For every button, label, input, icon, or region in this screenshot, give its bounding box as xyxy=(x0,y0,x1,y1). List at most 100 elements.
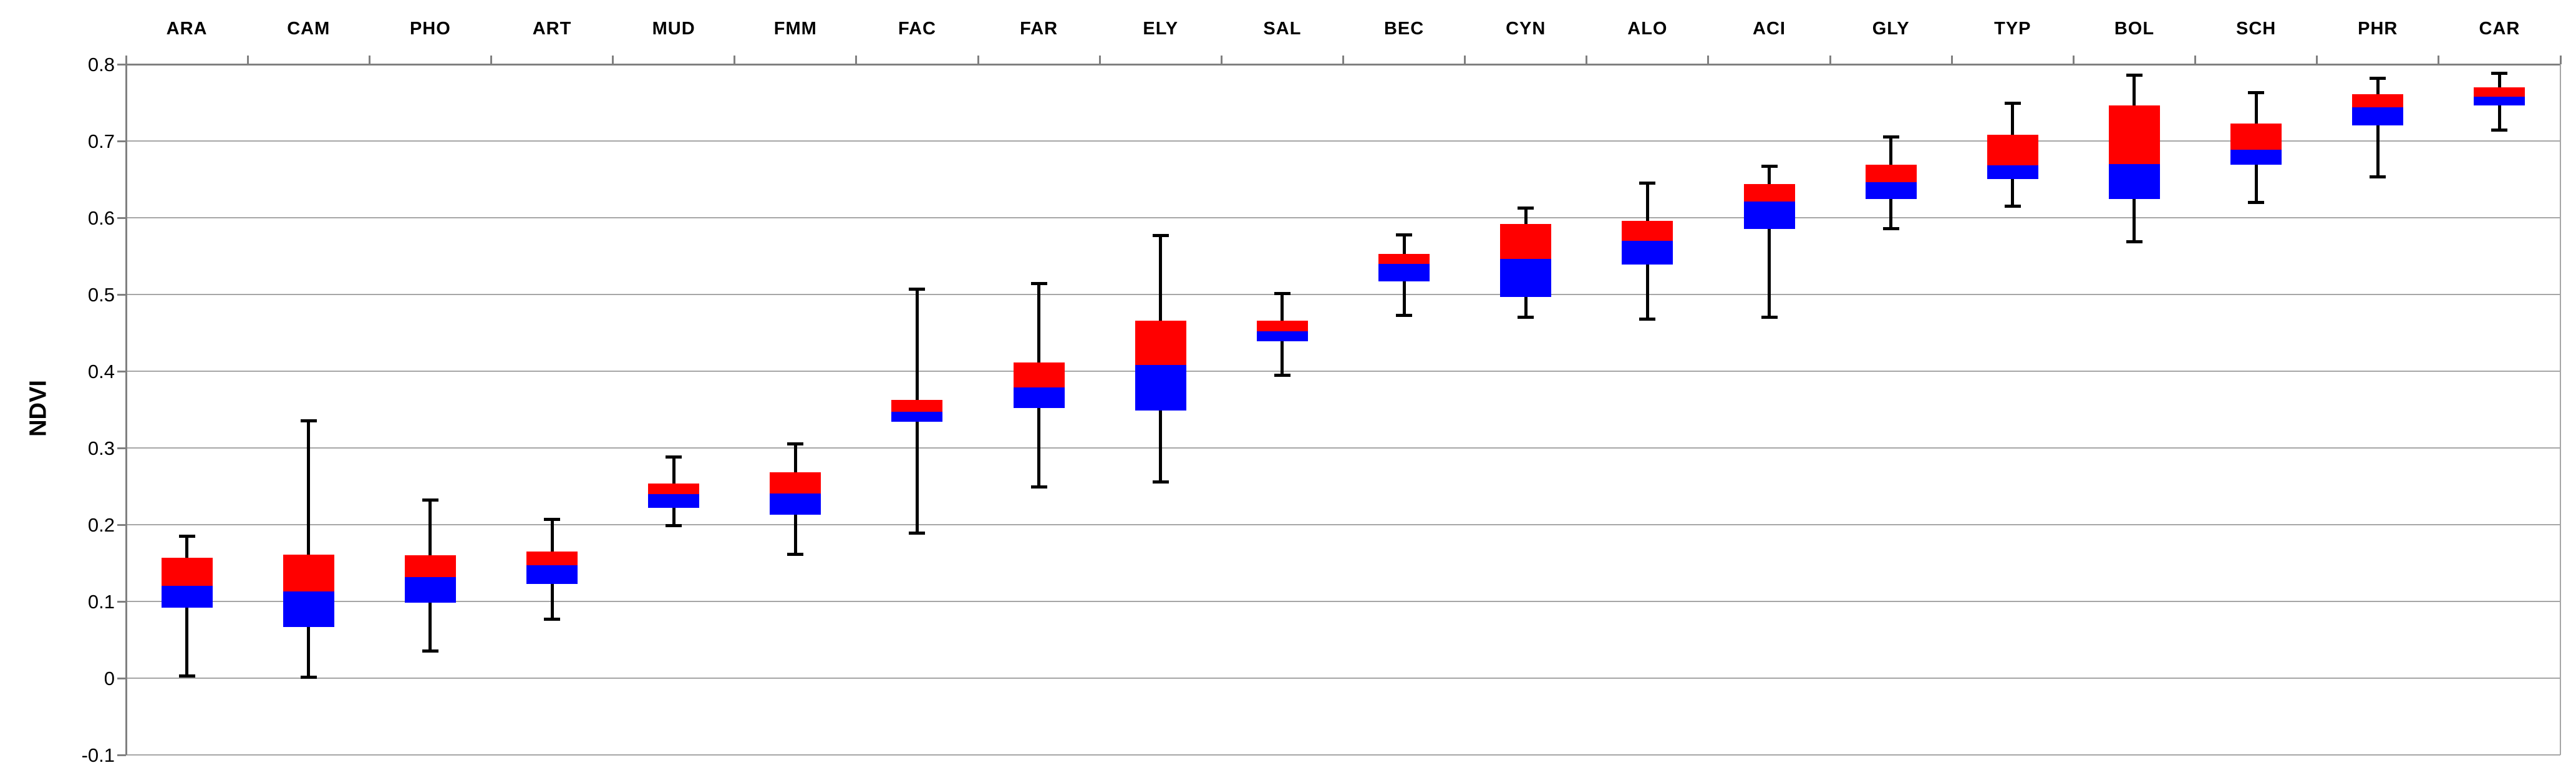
y-tick-label: -0.1 xyxy=(81,744,115,766)
box-lower-median-q1 xyxy=(526,565,578,584)
y-axis-tick xyxy=(117,293,126,296)
box-upper-q3-median xyxy=(770,472,821,493)
whisker-cap-top xyxy=(1761,165,1778,168)
whisker-cap-top xyxy=(787,442,804,446)
y-axis-tick xyxy=(117,523,126,526)
whisker-cap-bottom xyxy=(2004,205,2021,208)
box-lower-median-q1 xyxy=(2352,107,2404,126)
y-axis-tick xyxy=(117,63,126,66)
box-upper-q3-median xyxy=(1013,362,1065,387)
box-lower-median-q1 xyxy=(891,412,943,422)
box-upper-q3-median xyxy=(526,552,578,566)
category-label: FAC xyxy=(898,19,936,39)
box-upper-q3-median xyxy=(1622,220,1673,241)
whisker-cap-top xyxy=(2370,76,2386,80)
category-boundary-tick xyxy=(612,56,614,64)
category-boundary-tick xyxy=(855,56,858,64)
whisker-cap-top xyxy=(1639,182,1656,185)
category-label: PHR xyxy=(2358,19,2398,39)
whisker-cap-top xyxy=(422,498,438,502)
box-lower-median-q1 xyxy=(1135,365,1186,411)
box-whisker-line xyxy=(1768,166,1771,318)
y-tick-label: 0.7 xyxy=(87,130,115,152)
y-axis-tick xyxy=(117,600,126,603)
box-lower-median-q1 xyxy=(648,493,700,508)
category-label: ELY xyxy=(1143,19,1179,39)
box-upper-q3-median xyxy=(648,483,700,494)
box-lower-median-q1 xyxy=(404,576,456,603)
whisker-cap-top xyxy=(1274,292,1290,296)
box-upper-q3-median xyxy=(1135,320,1186,366)
category-boundary-tick xyxy=(1098,56,1101,64)
y-tick-label: 0 xyxy=(104,667,115,689)
category-label: GLY xyxy=(1872,19,1910,39)
y-tick-label: 0.5 xyxy=(87,283,115,306)
whisker-cap-bottom xyxy=(300,676,317,679)
box-lower-median-q1 xyxy=(1256,331,1308,342)
category-boundary-tick xyxy=(2072,56,2075,64)
y-tick-label: 0.8 xyxy=(87,53,115,75)
whisker-cap-top xyxy=(1518,206,1534,210)
box-lower-median-q1 xyxy=(1500,259,1552,297)
gridline xyxy=(126,754,2560,756)
category-label: ART xyxy=(532,19,572,39)
whisker-cap-top xyxy=(1396,233,1413,236)
category-boundary-tick xyxy=(2194,56,2197,64)
box-upper-q3-median xyxy=(891,399,943,412)
box-upper-q3-median xyxy=(1743,183,1795,202)
whisker-cap-bottom xyxy=(2370,175,2386,179)
whisker-cap-top xyxy=(2126,73,2143,77)
category-label: CAM xyxy=(287,19,331,39)
category-label: SAL xyxy=(1263,19,1302,39)
category-boundary-tick xyxy=(2438,56,2440,64)
box-upper-q3-median xyxy=(1500,223,1552,260)
box-whisker-line xyxy=(2376,78,2380,177)
box-lower-median-q1 xyxy=(1013,387,1065,409)
whisker-cap-top xyxy=(666,455,682,459)
y-axis-tick xyxy=(117,216,126,219)
category-label: CYN xyxy=(1506,19,1546,39)
box-upper-q3-median xyxy=(1378,253,1430,264)
y-axis-line xyxy=(125,64,127,755)
box-upper-q3-median xyxy=(1865,165,1917,183)
whisker-cap-bottom xyxy=(1152,480,1169,484)
box-upper-q3-median xyxy=(161,557,213,586)
box-upper-q3-median xyxy=(2230,123,2282,150)
whisker-cap-top xyxy=(178,534,195,538)
category-boundary-tick xyxy=(1220,56,1223,64)
box-upper-q3-median xyxy=(404,555,456,577)
category-label: PHO xyxy=(409,19,451,39)
whisker-cap-bottom xyxy=(1639,317,1656,321)
whisker-cap-bottom xyxy=(1274,373,1290,377)
category-label: MUD xyxy=(652,19,695,39)
whisker-cap-bottom xyxy=(1518,316,1534,319)
box-lower-median-q1 xyxy=(161,586,213,608)
category-boundary-tick xyxy=(1829,56,1831,64)
box-lower-median-q1 xyxy=(1743,202,1795,230)
category-boundary-tick xyxy=(246,56,249,64)
gridline xyxy=(126,294,2560,295)
category-boundary-tick xyxy=(1342,56,1344,64)
y-tick-label: 0.1 xyxy=(87,590,115,613)
box-upper-q3-median xyxy=(2474,87,2525,97)
category-label: BEC xyxy=(1383,19,1425,39)
box-lower-median-q1 xyxy=(1622,240,1673,265)
category-boundary-tick xyxy=(977,56,979,64)
plot-right-border xyxy=(2560,64,2561,755)
whisker-cap-bottom xyxy=(2248,200,2265,204)
category-label: BOL xyxy=(2114,19,2155,39)
whisker-cap-bottom xyxy=(544,617,561,621)
whisker-cap-top xyxy=(909,287,926,291)
whisker-cap-top xyxy=(2491,72,2508,75)
y-axis-tick xyxy=(117,754,126,756)
y-axis-tick xyxy=(117,677,126,679)
box-upper-q3-median xyxy=(283,554,334,591)
category-label: ALO xyxy=(1627,19,1668,39)
y-tick-label: 0.3 xyxy=(87,437,115,459)
whisker-cap-bottom xyxy=(1396,313,1413,317)
whisker-cap-top xyxy=(1882,135,1899,139)
y-tick-label: 0.6 xyxy=(87,207,115,229)
whisker-cap-bottom xyxy=(422,649,438,653)
whisker-cap-bottom xyxy=(909,532,926,535)
